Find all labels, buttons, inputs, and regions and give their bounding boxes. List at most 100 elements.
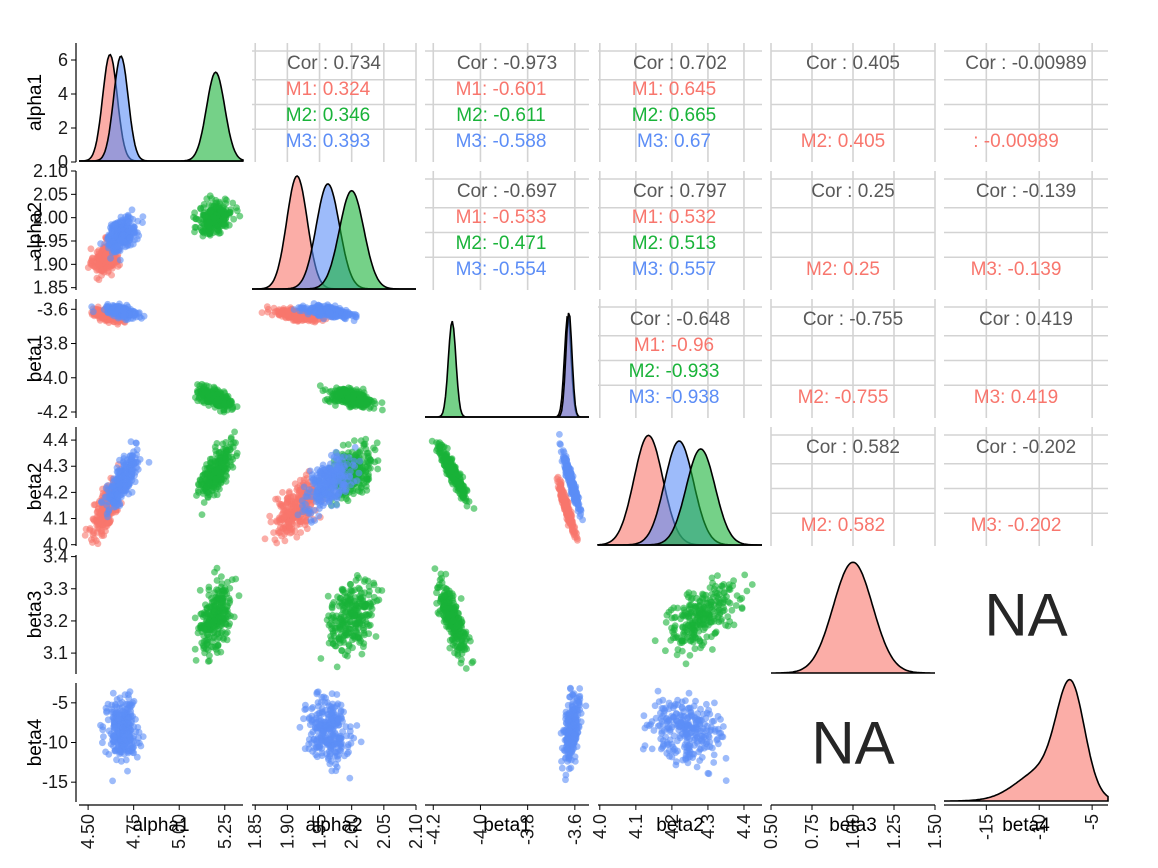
scatter-point (310, 475, 317, 483)
scatter-point (82, 525, 90, 533)
scatter-point (201, 213, 209, 221)
scatter-point (126, 234, 134, 242)
scatter-point (333, 465, 341, 473)
scatter-point (112, 503, 119, 510)
scatter-point (573, 493, 580, 501)
scatter-point (113, 490, 121, 498)
scatter-panel-beta2-alpha1 (81, 428, 241, 548)
scatter-point (379, 406, 386, 414)
scatter-point (104, 519, 112, 527)
scatter-point (116, 236, 124, 244)
scatter-point (285, 521, 293, 529)
scatter-point (139, 213, 147, 221)
cor-group-label: M2: -0.933 (629, 361, 720, 382)
scatter-point (461, 486, 469, 493)
scatter-point (222, 454, 230, 462)
density-panel-alpha2 (252, 175, 416, 290)
scatter-point (355, 469, 363, 477)
scatter-point (235, 592, 243, 600)
cor-group-label: M2: 0.25 (806, 259, 880, 280)
scatter-point (102, 303, 110, 311)
scatter-point (447, 467, 455, 475)
scatter-point (579, 516, 586, 524)
scatter-point (577, 507, 585, 514)
scatter-point (119, 306, 127, 314)
scatter-point (317, 308, 324, 316)
scatter-point (378, 399, 386, 406)
scatter-point (333, 485, 340, 493)
scatter-point (93, 274, 101, 282)
scatter-point (559, 447, 567, 455)
scatter-point (214, 396, 221, 404)
scatter-panel-beta2-beta1 (428, 431, 586, 544)
scatter-point (279, 489, 286, 496)
scatter-point (113, 476, 121, 484)
cor-group-label: M3: 0.67 (637, 131, 711, 152)
cor-overall-label: Cor : 0.405 (806, 53, 900, 74)
cor-group-label: : -0.00989 (973, 131, 1059, 152)
cor-group-label: M3: -0.554 (456, 259, 547, 280)
scatter-point (111, 222, 119, 230)
scatter-point (95, 254, 103, 262)
cor-group-label: M3: -0.202 (971, 515, 1062, 536)
scatter-point (339, 441, 347, 449)
cor-group-label: M1: 0.532 (632, 207, 717, 228)
scatter-point (89, 539, 96, 546)
scatter-point (349, 461, 357, 469)
scatter-point (371, 446, 379, 454)
scatter-point (278, 308, 286, 316)
cor-group-label: M2: 0.582 (801, 515, 886, 536)
cor-group-label: M2: 0.346 (286, 105, 371, 126)
scatter-point (314, 496, 322, 504)
scatter-point (125, 490, 133, 498)
scatter-point (333, 501, 341, 509)
density-panel-beta3 (771, 561, 935, 674)
scatter-point (361, 440, 369, 448)
scatter-point (215, 202, 222, 210)
scatter-panel-alpha2-alpha1 (84, 192, 244, 284)
scatter-point (128, 476, 136, 484)
scatter-point (230, 215, 238, 223)
scatter-point (215, 229, 223, 237)
scatter-point (362, 468, 370, 475)
scatter-point (133, 458, 140, 466)
scatter-point (211, 460, 219, 468)
scatter-point (117, 217, 124, 225)
scatter-point (315, 512, 323, 520)
density-M2 (252, 189, 416, 290)
scatter-point (470, 505, 478, 512)
scatter-point (266, 512, 274, 520)
cor-overall-label: Cor : 0.734 (287, 53, 381, 74)
scatter-point (298, 307, 306, 315)
scatter-point (97, 240, 104, 248)
density-M2 (79, 71, 244, 162)
cor-group-label: M3: -0.588 (456, 131, 547, 152)
density-M2 (598, 448, 762, 546)
cor-overall-label: Cor : 0.702 (633, 53, 727, 74)
cor-overall-label: Cor : -0.648 (630, 309, 730, 330)
cor-panel-beta2-beta3: Cor : 0.582 M2: 0.582 (770, 427, 936, 546)
scatter-point (437, 443, 444, 451)
scatter-point (304, 310, 312, 318)
scatter-point (96, 517, 104, 525)
cor-overall-label: Cor : -0.202 (976, 437, 1076, 458)
scatter-point (358, 483, 365, 491)
scatter-point (328, 393, 336, 401)
cor-overall-label: Cor : -0.00989 (965, 53, 1086, 74)
scatter-point (213, 491, 221, 499)
scatter-point (223, 196, 230, 204)
scatter-point (198, 380, 206, 388)
scatter-point (98, 499, 105, 507)
cor-panel-alpha1-beta4: Cor : -0.00989 : -0.00989 (944, 43, 1108, 162)
scatter-point (555, 485, 563, 493)
scatter-point (337, 453, 344, 461)
scatter-point (217, 449, 225, 456)
scatter-point (233, 403, 241, 410)
cor-group-label: M2: 0.513 (632, 233, 717, 254)
scatter-point (198, 511, 206, 518)
cor-overall-label: Cor : 0.582 (806, 437, 900, 458)
cor-group-label: M1: 0.324 (286, 79, 371, 100)
